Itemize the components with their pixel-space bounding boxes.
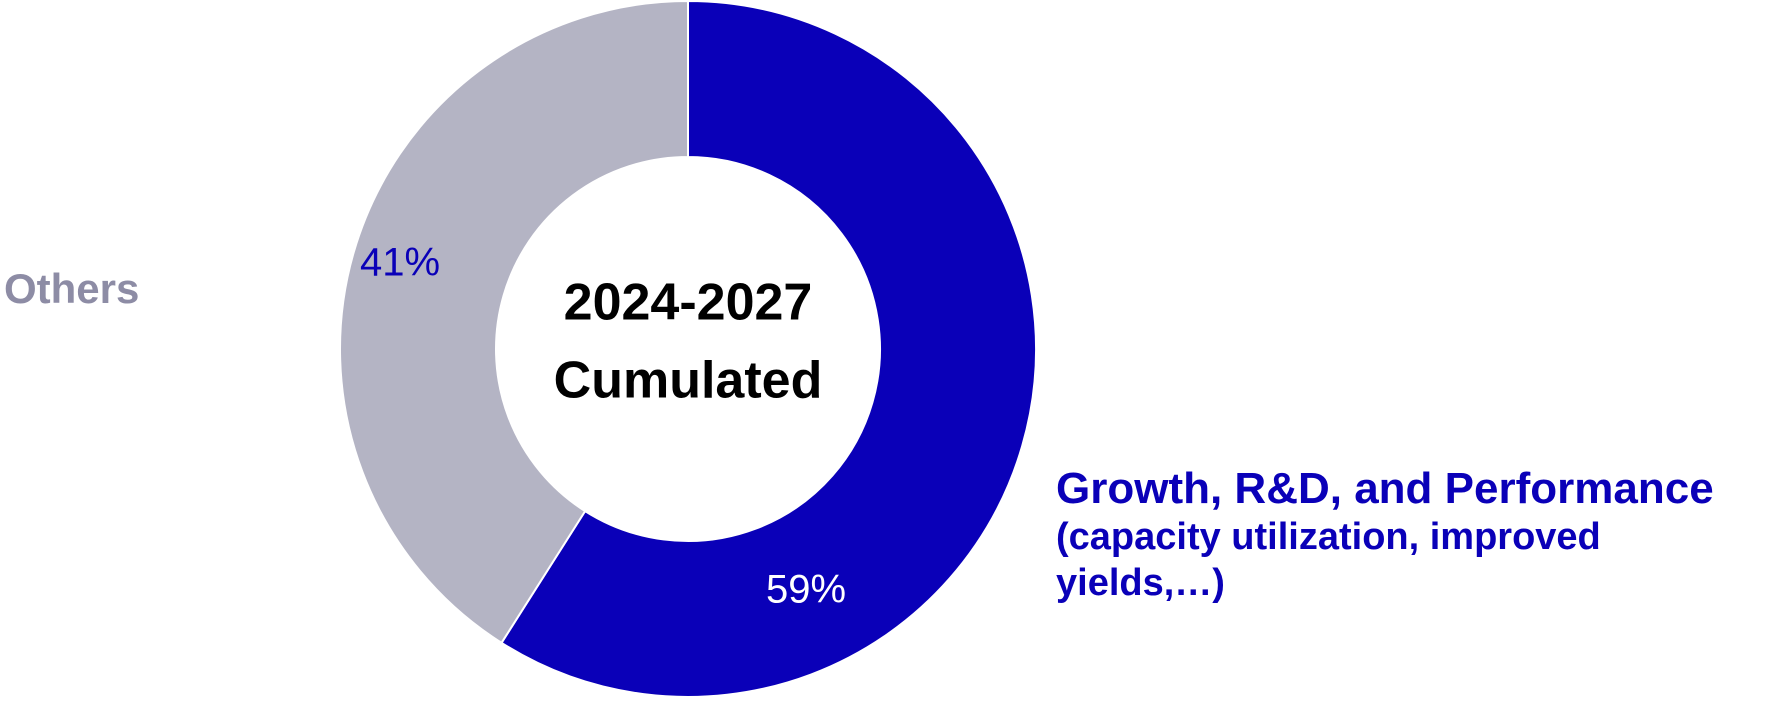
legend-label-growth-desc-1: (capacity utilization, improved — [1056, 516, 1601, 558]
value-label-growth: 59% — [766, 568, 846, 612]
center-title-line-2: Cumulated — [554, 352, 823, 410]
center-title-line-1: 2024-2027 — [564, 274, 813, 332]
legend-label-others: Others — [4, 265, 140, 312]
legend-label-growth-title: Growth, R&D, and Performance — [1056, 464, 1714, 513]
legend-label-growth-desc-2: yields,…) — [1056, 562, 1225, 604]
slice-others — [339, 0, 689, 645]
value-label-others: 41% — [360, 241, 440, 285]
slice-growth-r-d-and-performance — [500, 0, 1037, 698]
legend-label-growth: Growth, R&D, and Performance (capacity u… — [1056, 464, 1714, 606]
